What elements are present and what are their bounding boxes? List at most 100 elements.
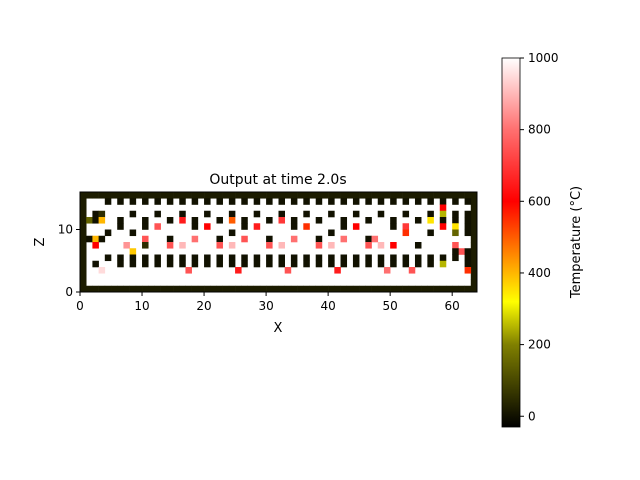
heatmap-cell-border xyxy=(414,192,422,199)
heatmap-cell-border xyxy=(383,192,391,199)
heatmap-cell xyxy=(290,223,298,230)
heatmap-cell-border xyxy=(259,285,267,293)
heatmap-cell xyxy=(253,198,261,205)
heatmap-cell-border xyxy=(284,285,292,293)
colorbar-ticks: 0 200 400 600 800 1000 xyxy=(520,51,559,423)
heatmap-cell xyxy=(452,198,459,205)
heatmap-cell-border xyxy=(247,192,254,199)
heatmap-cell-border xyxy=(439,285,447,293)
heatmap-cell-border xyxy=(470,235,478,243)
heatmap-cell xyxy=(278,254,286,262)
heatmap-cell xyxy=(365,217,372,224)
heatmap-cell xyxy=(427,260,434,268)
heatmap-cell xyxy=(228,210,236,218)
heatmap-cell-border xyxy=(129,285,137,293)
heatmap-cell-border xyxy=(439,192,447,199)
heatmap-cell-border xyxy=(135,285,143,293)
heatmap-cell xyxy=(241,254,248,262)
heatmap-cell-border xyxy=(365,285,372,293)
heatmap-cell xyxy=(179,198,186,205)
heatmap-cell-border xyxy=(470,248,478,255)
heatmap-cell xyxy=(191,198,199,205)
heatmap-cell xyxy=(92,235,99,243)
heatmap-cell-border xyxy=(402,192,410,199)
heatmap-cell-border xyxy=(272,285,279,293)
heatmap-cell xyxy=(241,260,248,268)
heatmap-cell xyxy=(104,229,112,237)
heatmap-cell xyxy=(365,198,372,205)
heatmap-cell xyxy=(390,254,397,262)
heatmap-cell xyxy=(328,210,335,218)
heatmap-cell xyxy=(315,217,323,224)
heatmap-cell-border xyxy=(117,192,124,199)
heatmap-cell-border xyxy=(247,285,254,293)
heatmap-cell-border xyxy=(396,192,403,199)
heatmap-cell xyxy=(315,254,323,262)
heatmap-cell xyxy=(228,198,236,205)
heatmap-cell xyxy=(452,254,459,262)
heatmap-cell-border xyxy=(123,192,130,199)
heatmap-cell-border xyxy=(396,285,403,293)
heatmap-cell-border xyxy=(303,285,310,293)
heatmap-cell-border xyxy=(228,192,236,199)
colorbar xyxy=(501,57,521,428)
heatmap-cell-border xyxy=(371,285,379,293)
heatmap-cell xyxy=(253,223,261,230)
heatmap-cell-border xyxy=(253,285,261,293)
heatmap-cell xyxy=(129,260,137,268)
heatmap-cell xyxy=(154,254,161,262)
x-tick-label: 10 xyxy=(134,299,149,313)
x-tick-label: 50 xyxy=(383,299,398,313)
x-tick-label: 0 xyxy=(76,299,84,313)
heatmap-cell xyxy=(129,198,137,205)
heatmap-cell xyxy=(117,254,124,262)
heatmap-cell-border xyxy=(377,285,385,293)
heatmap-cell-border xyxy=(359,192,366,199)
heatmap-cell-border xyxy=(80,242,87,249)
heatmap-cell-border xyxy=(142,285,149,293)
heatmap-cell xyxy=(352,260,360,268)
x-tick-label: 60 xyxy=(445,299,460,313)
heatmap-cell xyxy=(427,217,434,224)
heatmap-cell xyxy=(266,242,273,249)
heatmap-cell-border xyxy=(328,285,335,293)
heatmap-cell-border xyxy=(80,198,87,205)
heatmap-cell xyxy=(278,217,286,224)
heatmap-cell xyxy=(142,260,149,268)
x-tick-label: 30 xyxy=(258,299,273,313)
heatmap-cell-border xyxy=(297,285,304,293)
heatmap-cell-border xyxy=(179,285,186,293)
heatmap-cell xyxy=(216,260,223,268)
heatmap-cell xyxy=(266,235,273,243)
heatmap-cell-border xyxy=(278,192,286,199)
heatmap-cell xyxy=(228,254,236,262)
heatmap-cell xyxy=(439,198,447,205)
heatmap-cell-border xyxy=(191,192,199,199)
heatmap-cell xyxy=(86,217,93,224)
heatmap-cell xyxy=(452,248,459,255)
heatmap-cell-border xyxy=(241,192,248,199)
heatmap-cell-border xyxy=(328,192,335,199)
heatmap-cell-border xyxy=(452,285,459,293)
heatmap-cell xyxy=(408,267,416,274)
heatmap-cell-border xyxy=(210,285,217,293)
heatmap-cell-border xyxy=(80,235,87,243)
heatmap-cell xyxy=(228,260,236,268)
heatmap-cell xyxy=(191,217,199,224)
heatmap-cell-border xyxy=(197,285,205,293)
heatmap-cell xyxy=(439,254,447,262)
heatmap-cell-border xyxy=(427,285,434,293)
heatmap-cell xyxy=(427,210,434,218)
heatmap-cell xyxy=(123,242,130,249)
heatmap-cell xyxy=(278,242,286,249)
heatmap-cell-border xyxy=(148,285,155,293)
heatmap-cell xyxy=(117,198,124,205)
heatmap-cell xyxy=(328,260,335,268)
heatmap-cell xyxy=(179,260,186,268)
heatmap-cell xyxy=(328,254,335,262)
heatmap-cell-border xyxy=(173,192,180,199)
heatmap-cell-border xyxy=(470,260,478,268)
heatmap-cell xyxy=(266,217,273,224)
heatmap-cell-border xyxy=(191,285,199,293)
heatmap-cell xyxy=(452,217,459,224)
